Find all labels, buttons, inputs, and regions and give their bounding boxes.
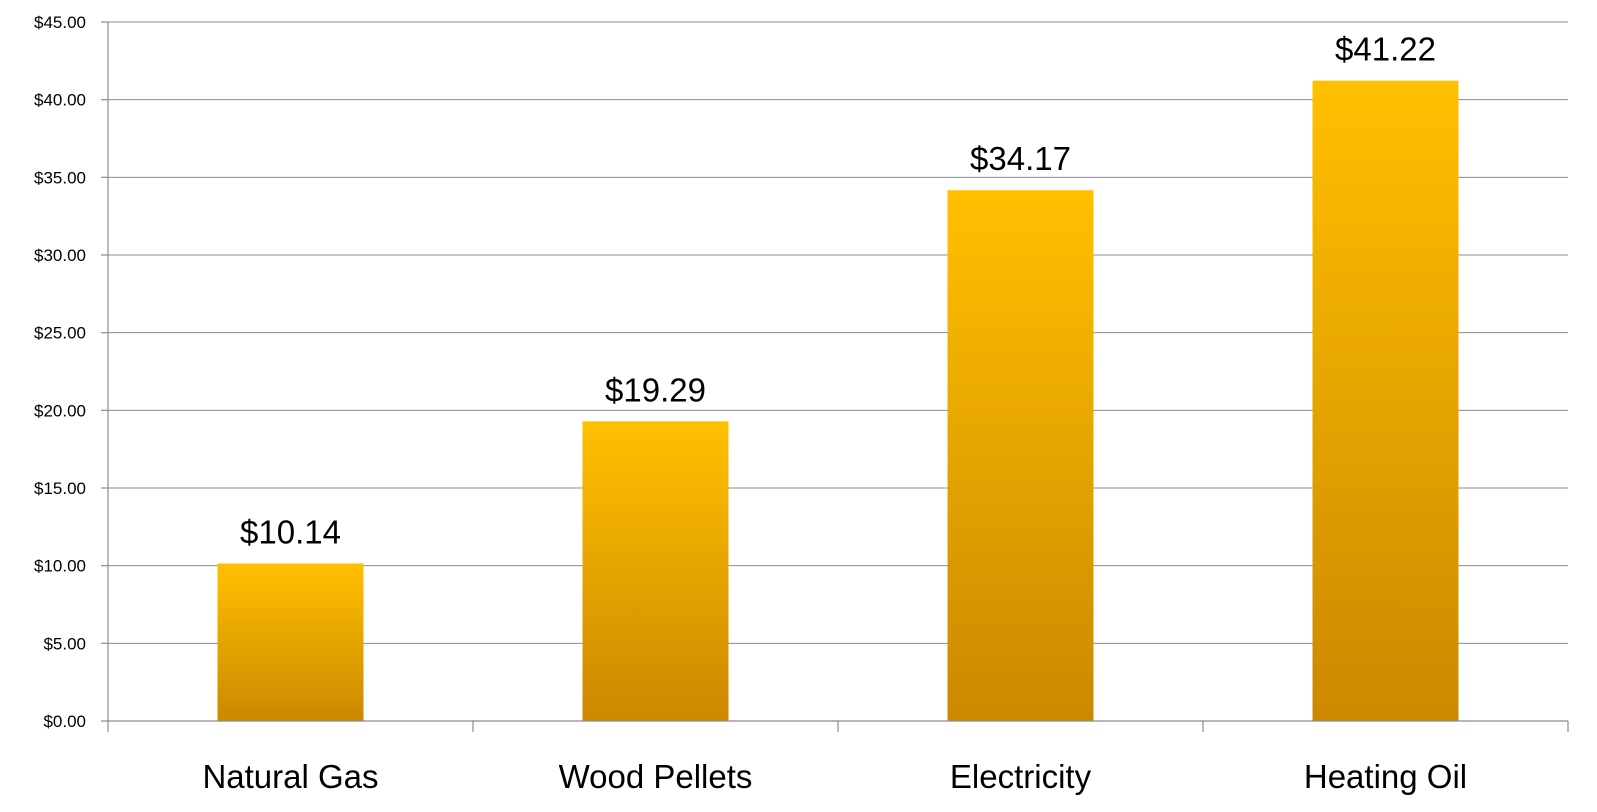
y-tick-label: $20.00 bbox=[34, 401, 86, 420]
data-label: $34.17 bbox=[970, 140, 1071, 177]
y-tick-label: $45.00 bbox=[34, 13, 86, 32]
y-tick-label: $5.00 bbox=[43, 634, 86, 653]
bars bbox=[217, 80, 1459, 721]
y-tick-label: $25.00 bbox=[34, 324, 86, 343]
y-tick-label: $40.00 bbox=[34, 91, 86, 110]
y-tick-label: $35.00 bbox=[34, 168, 86, 187]
bar-natural-gas bbox=[217, 563, 364, 721]
x-tick-label: Wood Pellets bbox=[559, 758, 753, 795]
y-axis-tick-labels: $0.00 $5.00 $10.00 $15.00 $20.00 $25.00 $30.00… bbox=[34, 13, 86, 731]
y-tick-label: $15.00 bbox=[34, 479, 86, 498]
y-tick-label: $10.00 bbox=[34, 557, 86, 576]
x-tick-label: Electricity bbox=[950, 758, 1092, 795]
data-label: $10.14 bbox=[240, 513, 341, 550]
data-label: $19.29 bbox=[605, 371, 706, 408]
bar-heating-oil bbox=[1312, 80, 1459, 721]
bar-electricity bbox=[947, 190, 1094, 721]
bar-wood-pellets bbox=[582, 421, 729, 721]
data-label: $41.22 bbox=[1335, 31, 1436, 68]
axes bbox=[107, 22, 1569, 732]
x-tick-label: Heating Oil bbox=[1304, 758, 1467, 795]
x-axis-tick-labels: Natural Gas Wood Pellets Electricity Heatin… bbox=[202, 758, 1467, 795]
y-tick-label: $0.00 bbox=[43, 712, 86, 731]
data-labels: $10.14 $19.29 $34.17 $41.22 bbox=[240, 31, 1436, 551]
y-tick-label: $30.00 bbox=[34, 246, 86, 265]
x-tick-label: Natural Gas bbox=[202, 758, 378, 795]
